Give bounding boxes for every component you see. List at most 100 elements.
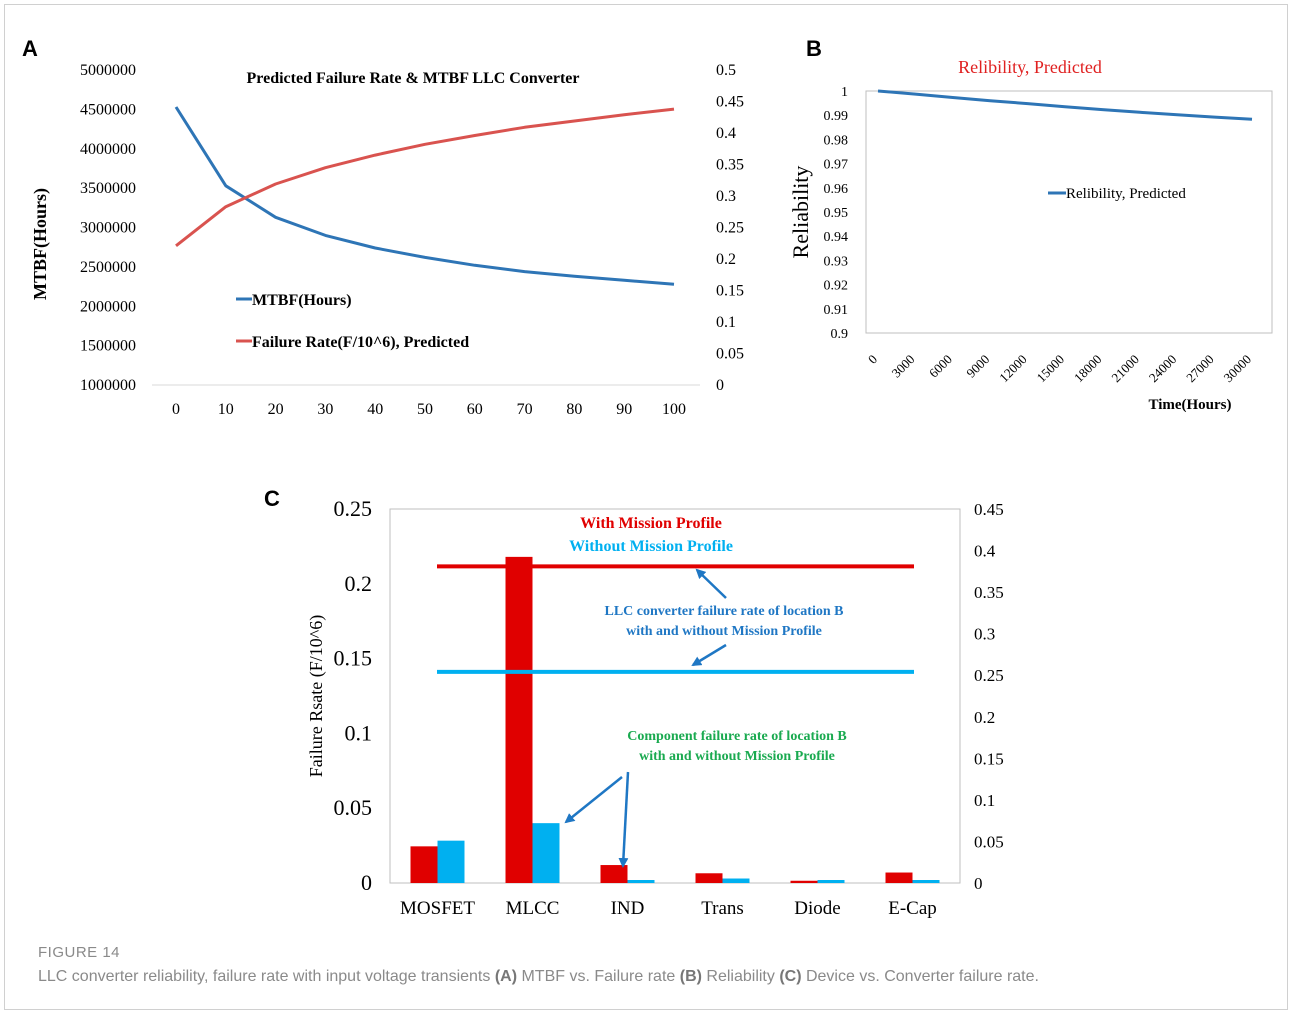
- plot-area: [389, 508, 961, 884]
- caption-part: (A): [494, 968, 518, 985]
- y-tick-label: 0.2: [345, 571, 373, 596]
- annotation-arrow: [691, 643, 727, 667]
- bar: [505, 556, 533, 883]
- y-tick-label: 3000000: [80, 220, 136, 237]
- y-tick-label: 0.95: [824, 206, 849, 221]
- x-axis-label: Time(Hours): [1148, 397, 1231, 413]
- bar: [695, 873, 723, 883]
- y-tick-label: 0.99: [824, 109, 849, 124]
- x-tick-label: 0: [172, 401, 180, 418]
- y-tick-label: 2000000: [80, 298, 136, 315]
- caption-part: Reliability: [701, 968, 780, 985]
- y-tick-label: 2500000: [80, 259, 136, 276]
- y-tick-label: 4500000: [80, 101, 136, 118]
- y2-tick-label: 0.25: [974, 666, 1004, 685]
- annotation-arrow: [618, 771, 630, 868]
- x-tick-label: 10: [218, 401, 234, 418]
- annotation-text: with and without Mission Profile: [639, 749, 835, 764]
- caption-part: (B): [679, 968, 702, 985]
- y-tick-label: 0.25: [334, 496, 373, 521]
- chart-title: Relibility, Predicted: [958, 57, 1102, 77]
- y2-tick-label: 0.35: [974, 583, 1004, 602]
- y-tick-label: 0.92: [824, 279, 849, 294]
- annotation-text: Component failure rate of location B: [627, 729, 846, 744]
- y2-tick-label: 0.25: [716, 220, 744, 237]
- y2-tick-label: 0.3: [716, 188, 736, 205]
- panel-label-c: C: [264, 486, 280, 511]
- y-tick-label: 1500000: [80, 338, 136, 355]
- y-tick-label: 0.93: [824, 254, 849, 269]
- x-tick-label: 40: [367, 401, 383, 418]
- y-tick-label: 3500000: [80, 180, 136, 197]
- y-tick-label: 0.96: [824, 182, 849, 197]
- x-tick-label: Trans: [701, 898, 744, 919]
- y2-tick-label: 0.3: [974, 625, 995, 644]
- bar: [885, 872, 913, 883]
- y-axis-label: Failure Rsate (F/10^6): [306, 615, 327, 777]
- legend-label: Failure Rate(F/10^6), Predicted: [252, 334, 469, 351]
- bar: [532, 823, 560, 883]
- series-line: [174, 106, 675, 286]
- bar: [437, 840, 465, 883]
- y-tick-label: 0.1: [345, 720, 373, 745]
- y-tick-label: 0.98: [824, 133, 849, 148]
- y-axis-label: Reliability: [788, 166, 813, 259]
- bar: [790, 880, 818, 883]
- y-tick-label: 0.05: [334, 795, 373, 820]
- y2-tick-label: 0.4: [974, 542, 996, 561]
- y2-tick-label: 0: [716, 377, 724, 394]
- caption-part: (C): [779, 968, 802, 985]
- bar: [627, 880, 655, 883]
- x-tick-label: 20: [268, 401, 284, 418]
- y-tick-label: 4000000: [80, 141, 136, 158]
- annotation-text: LLC converter failure rate of location B: [605, 604, 844, 619]
- y-tick-label: 1: [841, 85, 848, 100]
- panel-label-a: A: [22, 36, 38, 61]
- chart-title: Predicted Failure Rate & MTBF LLC Conver…: [247, 70, 580, 87]
- annotation-arrow: [564, 776, 623, 824]
- annotation-text: with and without Mission Profile: [626, 624, 822, 639]
- y-tick-label: 0.9: [831, 327, 849, 342]
- y2-tick-label: 0.2: [974, 708, 995, 727]
- x-tick-label: 80: [566, 401, 582, 418]
- x-tick-label: 30: [317, 401, 333, 418]
- x-tick-label: 70: [517, 401, 533, 418]
- x-tick-label: 50: [417, 401, 433, 418]
- bar: [912, 880, 940, 883]
- x-tick-label: 90: [616, 401, 632, 418]
- x-tick-label: 100: [662, 401, 686, 418]
- plot-area: [865, 90, 1273, 334]
- annotation-arrow: [695, 568, 727, 599]
- bar: [600, 865, 628, 883]
- y2-tick-label: 0.5: [716, 62, 736, 79]
- series-line: [175, 107, 675, 247]
- caption-part: Device vs. Converter failure rate.: [801, 968, 1039, 985]
- y2-tick-label: 0.45: [974, 500, 1004, 519]
- figure-frame: [4, 4, 1288, 1010]
- figure-caption: LLC converter reliability, failure rate …: [38, 968, 1039, 986]
- legend-label: Relibility, Predicted: [1066, 186, 1186, 202]
- x-tick-label: IND: [611, 898, 645, 919]
- y2-tick-label: 0.1: [974, 791, 995, 810]
- y2-tick-label: 0: [974, 874, 983, 893]
- y2-tick-label: 0.15: [716, 283, 744, 300]
- y-tick-label: 0: [361, 870, 372, 895]
- y2-tick-label: 0.1: [716, 314, 736, 331]
- legend-label: With Mission Profile: [580, 515, 722, 532]
- x-tick-label: Diode: [794, 898, 840, 919]
- y-axis-label: MTBF(Hours): [30, 188, 51, 300]
- caption-part: MTBF vs. Failure rate: [517, 968, 680, 985]
- y-tick-label: 5000000: [80, 62, 136, 79]
- y-tick-label: 1000000: [80, 377, 136, 394]
- y2-tick-label: 0.2: [716, 251, 736, 268]
- figure-label: FIGURE 14: [38, 944, 121, 961]
- y-tick-label: 0.94: [824, 230, 849, 245]
- legend-label: Without Mission Profile: [569, 538, 733, 555]
- y2-tick-label: 0.45: [716, 94, 744, 111]
- x-tick-label: MOSFET: [400, 898, 475, 919]
- y2-tick-label: 0.05: [716, 346, 744, 363]
- legend-label: MTBF(Hours): [252, 292, 352, 309]
